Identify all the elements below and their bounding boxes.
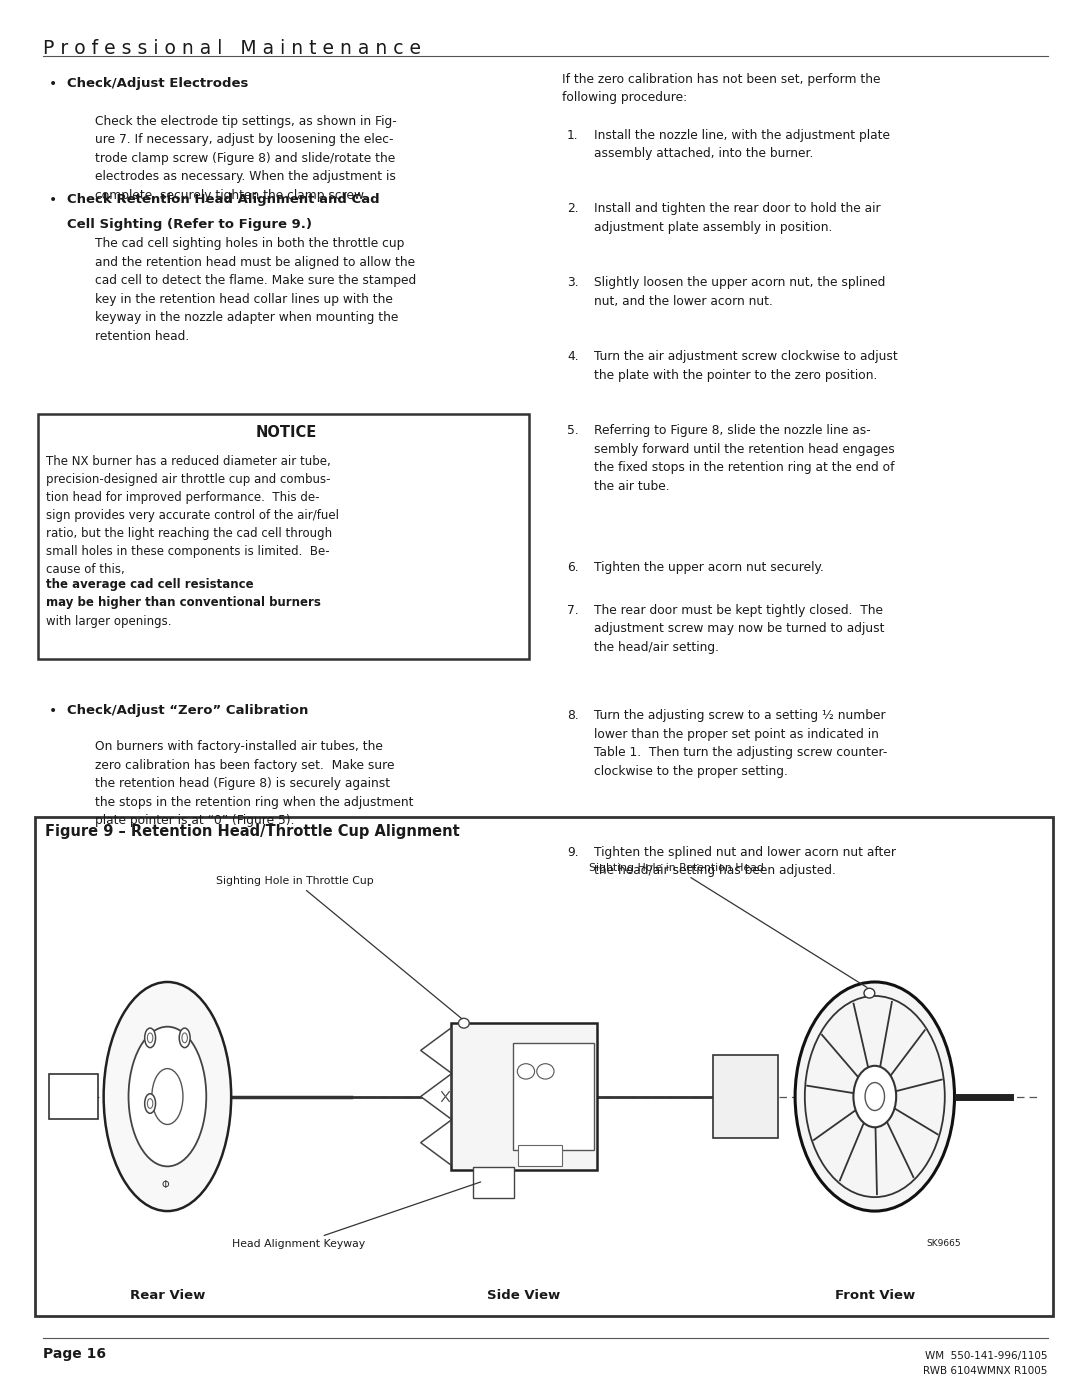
Ellipse shape (537, 1063, 554, 1078)
Text: The cad cell sighting holes in both the throttle cup
and the retention head must: The cad cell sighting holes in both the … (95, 237, 416, 344)
FancyBboxPatch shape (38, 414, 529, 659)
Text: 9.: 9. (567, 847, 579, 859)
Text: 2.: 2. (567, 203, 579, 215)
Bar (35, 817, 1053, 1316)
Text: If the zero calibration has not been set, perform the
following procedure:: If the zero calibration has not been set… (562, 73, 880, 105)
Text: Tighten the splined nut and lower acorn nut after
the head/air setting has been : Tighten the splined nut and lower acorn … (594, 847, 896, 877)
Ellipse shape (104, 982, 231, 1211)
Ellipse shape (152, 1069, 183, 1125)
Text: Sighting Hole in Throttle Cup: Sighting Hole in Throttle Cup (216, 876, 462, 1018)
Text: 1.: 1. (567, 129, 579, 141)
Text: Cell Sighting (Refer to Figure 9.): Cell Sighting (Refer to Figure 9.) (67, 218, 312, 231)
Ellipse shape (147, 1098, 153, 1108)
Text: Turn the adjusting screw to a setting ½ number
lower than the proper set point a: Turn the adjusting screw to a setting ½ … (594, 710, 888, 778)
Text: P r o f e s s i o n a l   M a i n t e n a n c e: P r o f e s s i o n a l M a i n t e n a … (43, 39, 421, 59)
Text: Check/Adjust Electrodes: Check/Adjust Electrodes (67, 77, 248, 89)
Ellipse shape (865, 1083, 885, 1111)
Ellipse shape (147, 1032, 153, 1042)
Text: Check the electrode tip settings, as shown in Fig-
ure 7. If necessary, adjust b: Check the electrode tip settings, as sho… (95, 115, 396, 201)
Ellipse shape (853, 1066, 896, 1127)
Text: RWB 6104WMNX R1005: RWB 6104WMNX R1005 (923, 1366, 1048, 1376)
Bar (473, 1166, 514, 1197)
Ellipse shape (459, 1018, 469, 1028)
Bar (49, 1074, 98, 1119)
Ellipse shape (179, 1028, 190, 1048)
Text: •: • (49, 193, 57, 207)
Bar (513, 1044, 594, 1150)
Text: The rear door must be kept tightly closed.  The
adjustment screw may now be turn: The rear door must be kept tightly close… (594, 604, 885, 654)
Text: 8.: 8. (567, 710, 579, 722)
Ellipse shape (181, 1032, 188, 1042)
Text: SK9665: SK9665 (927, 1239, 961, 1248)
Ellipse shape (145, 1028, 156, 1048)
Text: 3.: 3. (567, 277, 579, 289)
Text: Head Alignment Keyway: Head Alignment Keyway (232, 1182, 481, 1249)
Text: Page 16: Page 16 (43, 1347, 106, 1361)
Ellipse shape (145, 1094, 156, 1113)
Text: Turn the air adjustment screw clockwise to adjust
the plate with the pointer to : Turn the air adjustment screw clockwise … (594, 351, 897, 381)
Ellipse shape (864, 988, 875, 997)
Text: the average cad cell resistance
may be higher than conventional burners: the average cad cell resistance may be h… (46, 578, 322, 609)
Text: Sighting Hole in Retention Head: Sighting Hole in Retention Head (589, 863, 867, 988)
Text: WM  550-141-996/1105: WM 550-141-996/1105 (926, 1351, 1048, 1361)
Text: Φ: Φ (162, 1179, 170, 1189)
Text: Rear View: Rear View (130, 1289, 205, 1302)
Text: Front View: Front View (835, 1289, 915, 1302)
Text: Install the nozzle line, with the adjustment plate
assembly attached, into the b: Install the nozzle line, with the adjust… (594, 129, 890, 161)
Text: Check Retention Head Alignment and Cad: Check Retention Head Alignment and Cad (67, 193, 379, 205)
Text: Referring to Figure 8, slide the nozzle line as-
sembly forward until the retent: Referring to Figure 8, slide the nozzle … (594, 425, 894, 493)
Text: Side View: Side View (487, 1289, 561, 1302)
Text: The NX burner has a reduced diameter air tube,
precision-designed air throttle c: The NX burner has a reduced diameter air… (46, 455, 339, 577)
Text: 5.: 5. (567, 425, 579, 437)
Text: Figure 9 – Retention Head/Throttle Cup Alignment: Figure 9 – Retention Head/Throttle Cup A… (45, 824, 460, 840)
Polygon shape (421, 1028, 451, 1073)
Ellipse shape (795, 982, 955, 1211)
Text: Install and tighten the rear door to hold the air
adjustment plate assembly in p: Install and tighten the rear door to hol… (594, 203, 880, 233)
Text: Check/Adjust “Zero” Calibration: Check/Adjust “Zero” Calibration (67, 704, 308, 717)
Text: Slightly loosen the upper acorn nut, the splined
nut, and the lower acorn nut.: Slightly loosen the upper acorn nut, the… (594, 277, 886, 307)
Text: 4.: 4. (567, 351, 579, 363)
Ellipse shape (129, 1027, 206, 1166)
Ellipse shape (517, 1063, 535, 1078)
Text: with larger openings.: with larger openings. (46, 615, 172, 627)
Text: •: • (49, 704, 57, 718)
Text: •: • (49, 77, 57, 91)
Text: Tighten the upper acorn nut securely.: Tighten the upper acorn nut securely. (594, 562, 824, 574)
Text: 6.: 6. (567, 562, 579, 574)
Bar (451, 1023, 597, 1169)
Polygon shape (421, 1074, 451, 1119)
Polygon shape (421, 1120, 451, 1165)
Bar (713, 1055, 778, 1139)
Bar (518, 1146, 562, 1166)
Text: NOTICE: NOTICE (256, 425, 316, 440)
Text: On burners with factory-installed air tubes, the
zero calibration has been facto: On burners with factory-installed air tu… (95, 740, 414, 827)
Text: 7.: 7. (567, 604, 579, 616)
